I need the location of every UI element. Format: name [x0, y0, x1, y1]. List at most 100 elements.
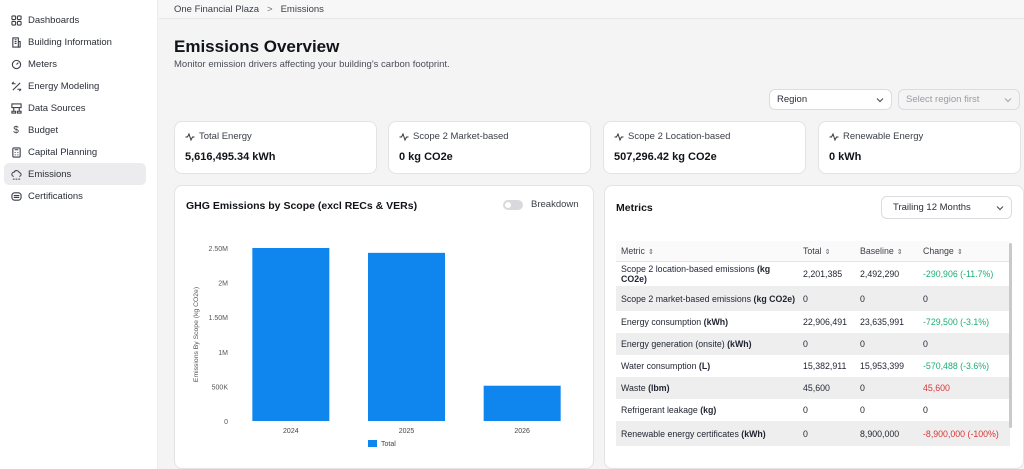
breadcrumb-separator: >: [267, 3, 273, 15]
chevron-down-icon: [1004, 98, 1012, 103]
meter-icon: [10, 58, 22, 70]
metric-change: -290,906 (-11.7%): [923, 268, 994, 279]
building-icon: [10, 36, 22, 48]
cell-change: 45,600: [918, 377, 1010, 399]
metric-baseline: 0: [860, 383, 865, 393]
cell-change: 0: [918, 333, 1010, 355]
sort-icon: ⇕: [896, 248, 903, 256]
period-select[interactable]: Trailing 12 Months: [881, 196, 1012, 219]
bar-2025: [368, 252, 445, 421]
metric-unit: (kWh): [727, 339, 752, 349]
modeling-icon: [10, 80, 22, 92]
metric-name: Scope 2 market-based emissions: [621, 293, 752, 304]
metric-total: 22,906,491: [803, 317, 848, 327]
sidebar-item-certifications[interactable]: Certifications: [4, 185, 146, 207]
metric-total: 0: [803, 428, 808, 439]
table-row: Refrigerant leakage (kg) 0 0 0: [616, 399, 1010, 421]
cell-total: 0: [798, 286, 855, 311]
y-tick-label: 1M: [218, 350, 228, 357]
sidebar-item-dashboards[interactable]: Dashboards: [4, 9, 146, 31]
cell-total: 45,600: [798, 377, 855, 399]
stat-value: 5,616,495.34 kWh: [185, 151, 276, 163]
sidebar-item-energy-modeling[interactable]: Energy Modeling: [4, 75, 146, 97]
column-header-baseline[interactable]: Baseline ⇕: [855, 241, 918, 262]
cell-total: 2,201,385: [798, 261, 855, 286]
breadcrumb-root-link[interactable]: One Financial Plaza: [174, 3, 260, 15]
sidebar-item-label: Capital Planning: [28, 146, 98, 158]
sidebar-item-label: Budget: [28, 124, 59, 136]
pulse-icon: [399, 132, 409, 141]
metric-total: 45,600: [803, 383, 830, 393]
pulse-icon: [829, 132, 839, 141]
metric-baseline: 15,953,399: [860, 361, 905, 371]
region-secondary-select[interactable]: Select region first: [898, 89, 1020, 110]
sidebar-item-budget[interactable]: $ Budget: [4, 119, 146, 141]
legend-label: Total: [381, 441, 396, 448]
cell-baseline: 15,953,399: [855, 355, 918, 377]
metric-name: Refrigerant leakage: [621, 405, 698, 415]
sidebar-item-label: Dashboards: [28, 14, 80, 26]
cell-metric: Renewable energy certificates (kWh): [616, 421, 798, 446]
metric-total: 0: [803, 339, 808, 349]
stat-value: 0 kWh: [829, 151, 862, 163]
sort-icon: ⇕: [647, 248, 654, 256]
metric-change: 0: [923, 339, 928, 349]
y-tick-label: 1.50M: [209, 315, 229, 322]
metric-name: Energy consumption: [621, 317, 702, 327]
metric-change: -570,488 (-3.6%): [923, 361, 990, 371]
cell-baseline: 0: [855, 333, 918, 355]
legend-swatch: [368, 440, 377, 447]
column-header-total[interactable]: Total ⇕: [798, 241, 855, 262]
column-header-label: Metric: [621, 245, 645, 256]
metric-baseline: 8,900,000: [860, 428, 900, 439]
region-secondary-placeholder: Select region first: [906, 94, 980, 105]
column-header-label: Total: [803, 245, 822, 256]
cell-change: -570,488 (-3.6%): [918, 355, 1010, 377]
cell-baseline: 23,635,991: [855, 311, 918, 333]
sidebar-item-data-sources[interactable]: Data Sources: [4, 97, 146, 119]
cell-change: -8,900,000 (-100%): [918, 421, 1010, 446]
cell-metric: Refrigerant leakage (kg): [616, 399, 798, 421]
sidebar-item-capital-planning[interactable]: Capital Planning: [4, 141, 146, 163]
breadcrumb-current: Emissions: [280, 3, 324, 15]
breakdown-toggle[interactable]: [503, 200, 523, 210]
metric-unit: (kg CO2e): [621, 263, 771, 284]
grid-icon: [10, 14, 22, 26]
pulse-icon: [185, 132, 195, 141]
metric-name: Renewable energy certificates: [621, 428, 739, 439]
page-title: Emissions Overview: [174, 37, 340, 56]
metrics-panel: Metrics Trailing 12 Months Metric ⇕ Total…: [604, 185, 1024, 469]
column-header-label: Baseline: [860, 245, 894, 256]
sidebar-item-label: Certifications: [28, 190, 83, 202]
column-header-label: Change: [923, 245, 954, 256]
table-row: Scope 2 market-based emissions (kg CO2e)…: [616, 286, 1010, 311]
cell-baseline: 0: [855, 286, 918, 311]
sidebar-item-building-information[interactable]: Building Information: [4, 31, 146, 53]
x-tick-label: 2024: [283, 428, 299, 435]
ghg-bar-chart: 0 500K 1M 1.50M 2M 2.50M Emissions By Scope (k…: [193, 246, 561, 448]
chevron-down-icon: [876, 98, 884, 103]
stat-card-renewable-energy: Renewable Energy 0 kWh: [818, 121, 1021, 174]
table-scrollbar[interactable]: [1009, 243, 1012, 428]
column-header-change[interactable]: Change ⇕: [918, 241, 1010, 262]
metric-change: 0: [923, 405, 928, 415]
cell-metric: Scope 2 market-based emissions (kg CO2e): [616, 286, 798, 311]
sidebar-item-label: Data Sources: [28, 102, 86, 114]
cell-total: 22,906,491: [798, 311, 855, 333]
sidebar-item-meters[interactable]: Meters: [4, 53, 146, 75]
cell-change: -729,500 (-3.1%): [918, 311, 1010, 333]
cell-baseline: 2,492,290: [855, 261, 918, 286]
region-select[interactable]: Region: [769, 89, 892, 110]
metric-baseline: 2,492,290: [860, 268, 900, 279]
sidebar-item-label: Emissions: [28, 168, 72, 180]
metric-baseline: 0: [860, 405, 865, 415]
column-header-metric[interactable]: Metric ⇕: [616, 241, 798, 262]
metric-change: 45,600: [923, 383, 950, 393]
page-subtitle: Monitor emission drivers affecting your …: [174, 59, 450, 70]
y-axis-label: Emissions By Scope (kg CO2e): [193, 287, 200, 382]
stat-label: Renewable Energy: [843, 131, 924, 142]
calculator-icon: [10, 146, 22, 158]
y-tick-label: 500K: [212, 384, 229, 391]
pulse-icon: [614, 132, 624, 141]
sidebar-item-emissions[interactable]: Emissions: [4, 163, 146, 185]
